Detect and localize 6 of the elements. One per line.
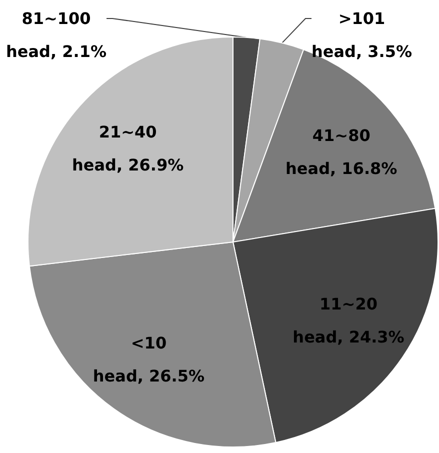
slice-label: <10 head, 26.5% — [92, 334, 205, 386]
slice-label: 81~100 head, 2.1% — [6, 9, 107, 61]
slice-label: 21~40 head, 26.9% — [72, 122, 184, 174]
slice-label: 41~80 head, 16.8% — [286, 126, 398, 178]
slice-label: 11~20 head, 24.3% — [292, 294, 404, 347]
slice-label: >101 head, 3.5% — [311, 9, 412, 61]
